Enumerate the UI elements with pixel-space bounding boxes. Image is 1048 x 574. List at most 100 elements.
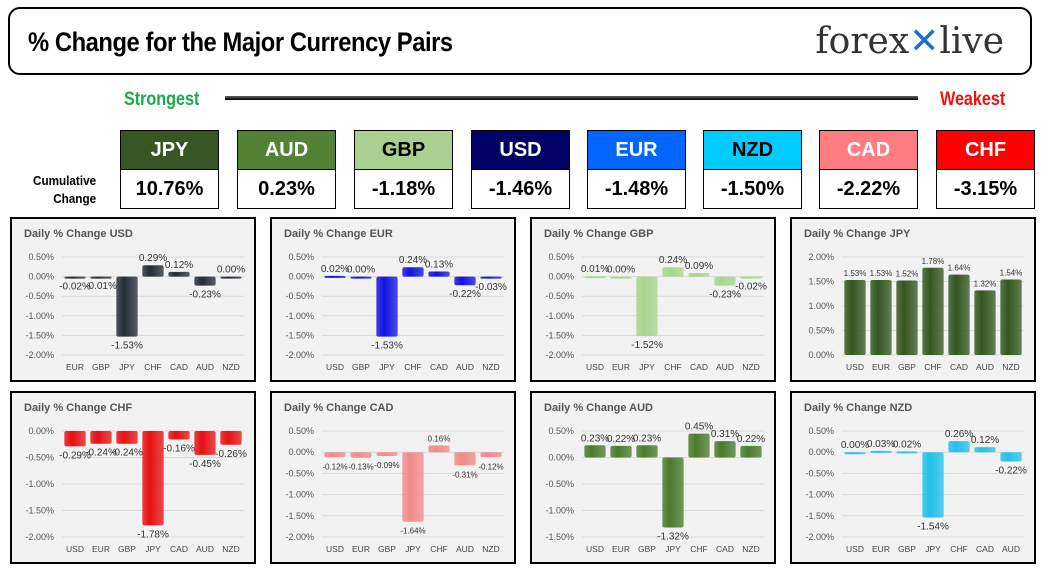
x-tick-label: AUD bbox=[1002, 544, 1020, 554]
y-tick-label: 0.50% bbox=[288, 426, 314, 436]
cumulative-change-value: 10.76% bbox=[121, 170, 218, 208]
y-tick-label: -0.50% bbox=[285, 468, 314, 478]
y-tick-label: -1.00% bbox=[25, 311, 54, 321]
data-label: 1.52% bbox=[896, 270, 919, 279]
data-label: -0.26% bbox=[215, 449, 247, 460]
bar-gbp bbox=[90, 276, 112, 279]
bar-eur bbox=[350, 452, 372, 458]
x-tick-label: CAD bbox=[430, 362, 448, 372]
bar-aud bbox=[454, 452, 476, 466]
data-label: -1.64% bbox=[400, 527, 425, 536]
x-tick-label: CHF bbox=[924, 362, 941, 372]
x-tick-label: AUD bbox=[456, 362, 474, 372]
chart-title: Daily % Change JPY bbox=[804, 228, 911, 240]
x-tick-label: NZD bbox=[222, 544, 239, 554]
x-tick-label: GBP bbox=[352, 362, 370, 372]
x-tick-label: CAD bbox=[170, 544, 188, 554]
bar-usd bbox=[324, 452, 346, 458]
data-label: -1.53% bbox=[111, 341, 143, 352]
bar-eur bbox=[610, 445, 632, 458]
y-tick-label: -2.00% bbox=[285, 350, 314, 360]
x-tick-label: EUR bbox=[612, 544, 630, 554]
data-label: -1.78% bbox=[137, 529, 169, 540]
x-tick-label: USD bbox=[66, 544, 84, 554]
bar-gbp bbox=[896, 451, 918, 454]
bar-cad bbox=[688, 273, 710, 277]
x-tick-label: CAD bbox=[716, 544, 734, 554]
x-tick-label: CAD bbox=[950, 362, 968, 372]
y-tick-label: 0.50% bbox=[28, 252, 54, 262]
y-tick-label: -1.00% bbox=[285, 311, 314, 321]
currency-rank-gbp: GBP -1.18% bbox=[354, 130, 453, 209]
x-tick-label: CHF bbox=[404, 362, 421, 372]
x-tick-label: JPY bbox=[665, 544, 681, 554]
chart-panel-jpy: Daily % Change JPY 2.00% 1.50% 1.00% 0.50% 0.… bbox=[790, 217, 1036, 382]
x-tick-label: NZD bbox=[1002, 362, 1019, 372]
y-tick-label: 0.00% bbox=[808, 350, 834, 360]
y-tick-label: 0.50% bbox=[288, 252, 314, 262]
data-label: -0.03% bbox=[475, 282, 507, 293]
data-label: 0.12% bbox=[971, 435, 999, 446]
bar-chf bbox=[662, 267, 684, 277]
chart-title: Daily % Change USD bbox=[24, 228, 133, 240]
data-label: -0.01% bbox=[85, 281, 117, 292]
y-tick-label: -1.00% bbox=[545, 506, 574, 516]
cumulative-change-value: 0.23% bbox=[238, 170, 335, 208]
bar-cad bbox=[948, 274, 970, 355]
chart-panel-eur: Daily % Change EUR 0.50% 0.00% -0.50% -1.00%… bbox=[270, 217, 516, 382]
y-tick-label: -0.50% bbox=[545, 479, 574, 489]
x-tick-label: EUR bbox=[92, 544, 110, 554]
x-tick-label: CAD bbox=[976, 544, 994, 554]
strongest-label: Strongest bbox=[124, 89, 200, 110]
bar-usd bbox=[584, 276, 606, 279]
x-tick-label: JPY bbox=[925, 544, 941, 554]
currency-rank-cad: CAD -2.22% bbox=[819, 130, 918, 209]
y-tick-label: 0.00% bbox=[28, 272, 54, 282]
bar-jpy bbox=[116, 276, 138, 337]
bar-nzd bbox=[740, 445, 762, 458]
x-tick-label: USD bbox=[326, 362, 344, 372]
y-tick-label: 0.00% bbox=[548, 272, 574, 282]
y-tick-label: 0.50% bbox=[548, 426, 574, 436]
x-tick-label: USD bbox=[846, 544, 864, 554]
bar-gbp bbox=[376, 452, 398, 457]
x-tick-label: CHF bbox=[430, 544, 447, 554]
x-tick-label: GBP bbox=[898, 362, 916, 372]
x-tick-label: NZD bbox=[742, 362, 759, 372]
data-label: -0.22% bbox=[995, 466, 1027, 477]
x-tick-label: GBP bbox=[898, 544, 916, 554]
currency-name: CAD bbox=[820, 131, 917, 170]
chart-title: Daily % Change NZD bbox=[804, 402, 912, 414]
x-tick-label: CAD bbox=[170, 362, 188, 372]
bar-eur bbox=[870, 450, 892, 453]
data-label: 0.02% bbox=[893, 439, 921, 450]
data-label: -0.22% bbox=[449, 289, 481, 300]
data-label: 1.64% bbox=[948, 264, 971, 273]
bar-gbp bbox=[116, 431, 138, 444]
y-tick-label: -0.50% bbox=[545, 291, 574, 301]
bar-chf bbox=[688, 433, 710, 458]
bar-nzd bbox=[480, 452, 502, 458]
bar-cad bbox=[428, 271, 450, 277]
data-label: -0.09% bbox=[374, 461, 399, 470]
chart-panel-nzd: Daily % Change NZD 0.50% 0.00% -0.50% -1.00%… bbox=[790, 391, 1036, 564]
x-tick-label: NZD bbox=[742, 544, 759, 554]
x-tick-label: CAD bbox=[690, 362, 708, 372]
currency-rank-jpy: JPY 10.76% bbox=[120, 130, 219, 209]
data-label: 1.53% bbox=[844, 269, 867, 278]
y-tick-label: -2.00% bbox=[545, 350, 574, 360]
currency-rank-eur: EUR -1.48% bbox=[587, 130, 686, 209]
bar-chf bbox=[428, 445, 450, 453]
data-label: -0.16% bbox=[163, 443, 195, 454]
data-label: 0.26% bbox=[945, 429, 973, 440]
bar-chart: Daily % Change CHF 0.00% -0.50% -1.00% -1.50… bbox=[24, 402, 247, 554]
currency-rank-nzd: NZD -1.50% bbox=[703, 130, 802, 209]
bar-chart: Daily % Change AUD 0.50% 0.00% -0.50% -1.00%… bbox=[544, 402, 765, 554]
data-label: 0.00% bbox=[217, 265, 245, 276]
cumulative-change-value: -1.18% bbox=[355, 170, 452, 208]
bar-chf bbox=[922, 267, 944, 355]
x-tick-label: EUR bbox=[872, 544, 890, 554]
bar-eur bbox=[870, 280, 892, 355]
x-tick-label: EUR bbox=[66, 362, 84, 372]
y-tick-label: -2.00% bbox=[25, 532, 54, 542]
